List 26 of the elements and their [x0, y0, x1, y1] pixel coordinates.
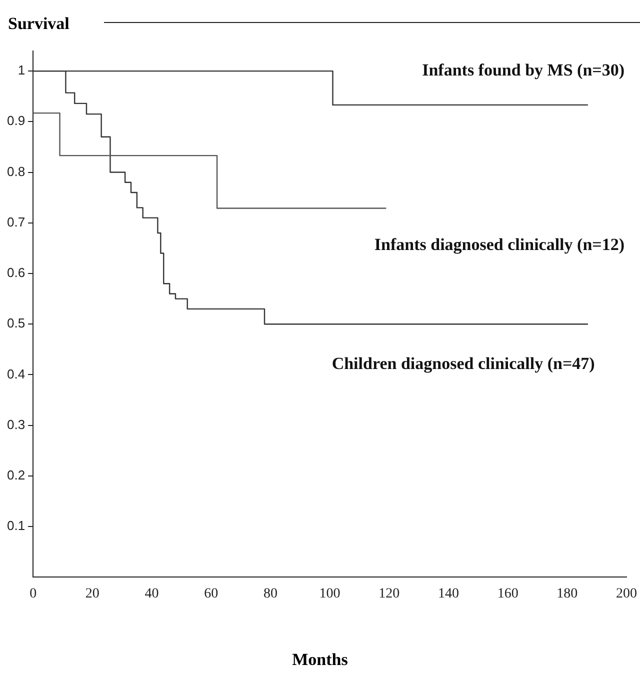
x-tick-label: 0	[30, 586, 37, 602]
y-tick-label: 0.4	[6, 366, 26, 382]
x-tick-label: 80	[263, 586, 278, 602]
series-label: Infants found by MS (n=30)	[422, 60, 624, 80]
y-tick-label: 0.9	[6, 113, 26, 128]
x-tick-label: 200	[616, 586, 637, 602]
x-tick-label: 60	[204, 586, 218, 602]
y-tick-label: 0.6	[6, 265, 26, 280]
x-tick-label: 120	[378, 586, 400, 602]
series-label: Infants diagnosed clinically (n=12)	[374, 235, 624, 254]
x-axis-title: Months	[291, 650, 349, 670]
y-tick-label: 0.8	[6, 164, 26, 179]
x-tick-label: 40	[144, 586, 159, 602]
x-tick-label: 180	[556, 586, 578, 602]
x-tick-label: 160	[497, 586, 518, 602]
y-tick-label: 0.3	[6, 416, 26, 432]
x-tick-label: 140	[438, 586, 459, 602]
x-tick-label: 100	[319, 586, 340, 602]
y-tick-label: 0.1	[6, 518, 26, 534]
y-tick-label: 0.5	[6, 316, 26, 331]
y-tick-label: 0.7	[6, 214, 26, 230]
y-tick-label: 0.2	[6, 468, 26, 483]
x-tick-label: 20	[85, 586, 100, 602]
y-axis-title: Survival	[8, 14, 70, 34]
series-label: Children diagnosed clinically (n=47)	[332, 354, 595, 374]
y-tick-label: 1	[18, 62, 26, 78]
